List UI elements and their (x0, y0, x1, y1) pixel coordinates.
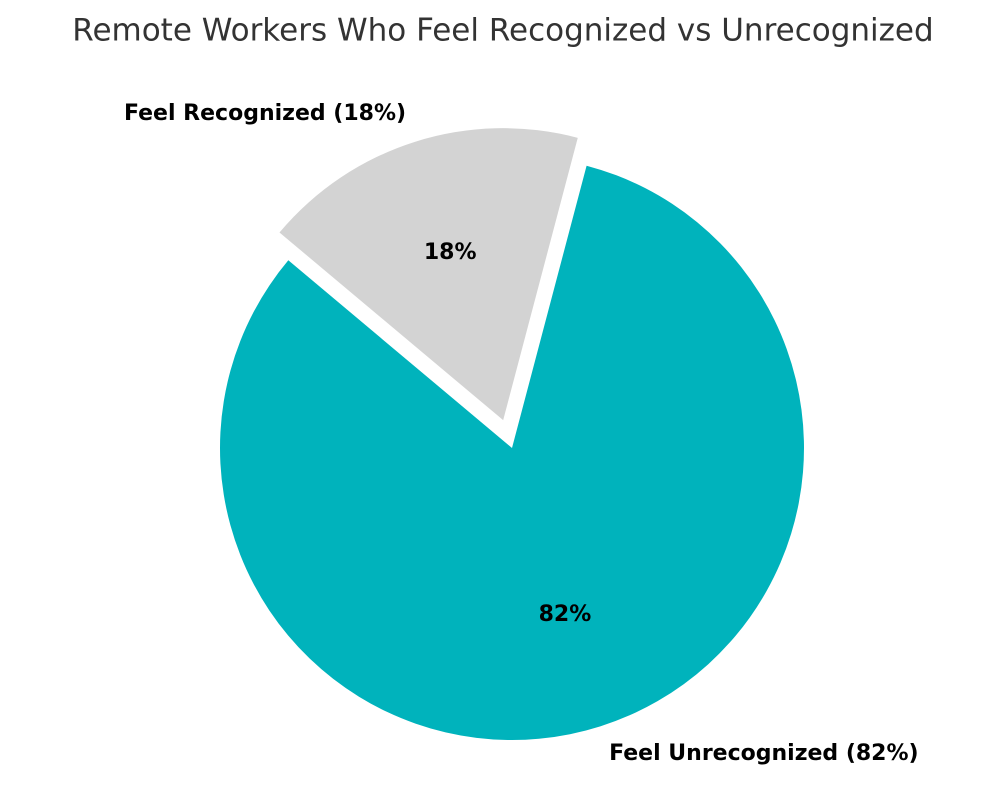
value-label: 82% (539, 602, 592, 627)
pie-slice (220, 165, 805, 740)
slice-label: Feel Unrecognized (82%) (609, 741, 918, 766)
value-label: 18% (424, 240, 477, 265)
slice-label: Feel Recognized (18%) (124, 101, 406, 126)
chart-title: Remote Workers Who Feel Recognized vs Un… (72, 13, 933, 49)
pie-slice (279, 128, 578, 421)
